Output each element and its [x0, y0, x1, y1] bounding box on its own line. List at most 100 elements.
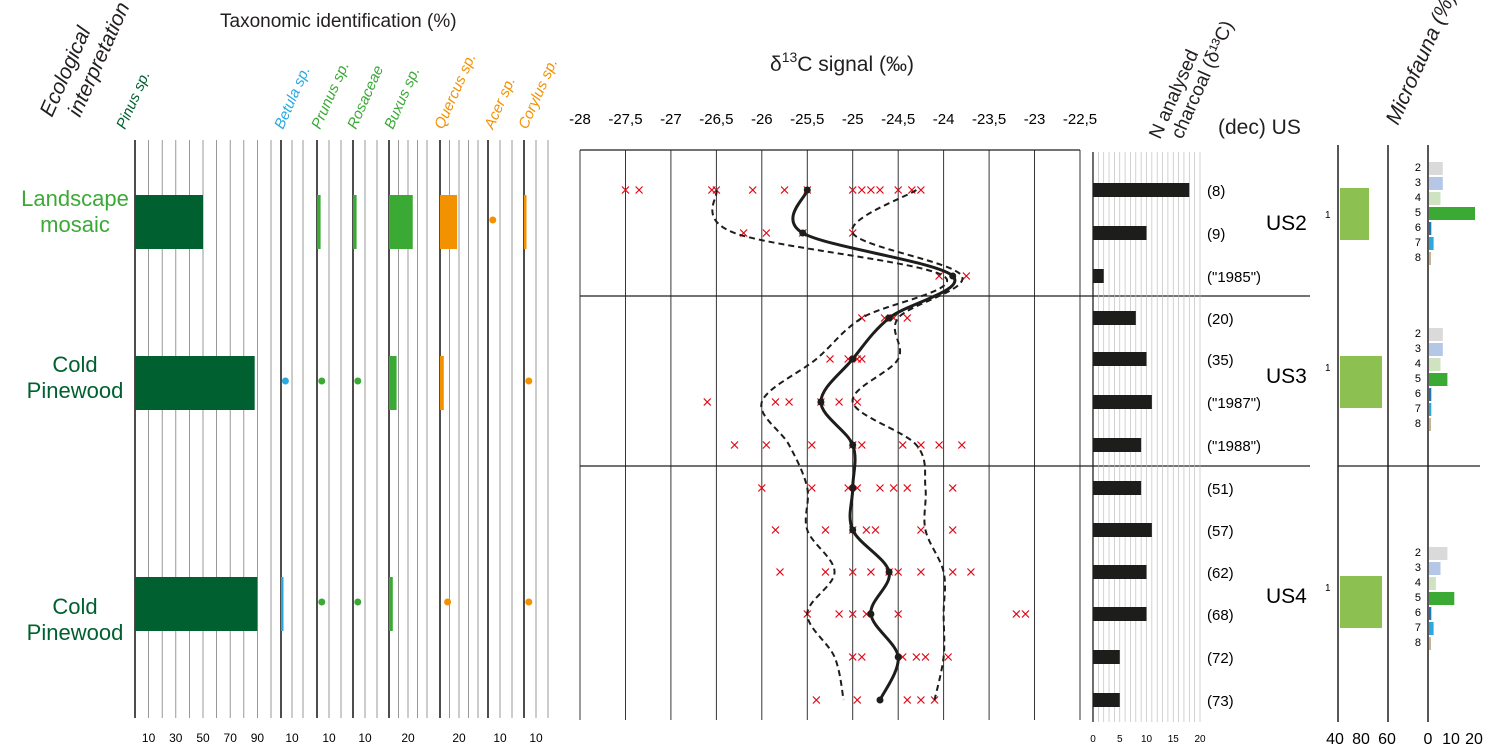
n-bar — [1093, 565, 1147, 579]
d13c-mean-point — [876, 696, 884, 704]
d13c-data-point — [916, 441, 925, 449]
d13c-header: δ13C signal (‰) — [770, 49, 914, 76]
micro-row-bar — [1429, 592, 1455, 605]
d13c-data-point — [848, 610, 857, 618]
taxa-tick-label: 90 — [251, 731, 265, 745]
micro-row-bar — [1429, 328, 1443, 341]
d13c-data-point — [762, 229, 771, 237]
d13c-chart: -28 -27,5 -27 -26,5 -26 -25,5 -25 -24,5 -24 -23,5… — [569, 111, 1310, 720]
d13c-data-point — [916, 696, 925, 704]
taxon-bar — [389, 195, 413, 249]
taxon-dot — [525, 377, 533, 385]
d13c-data-point — [703, 398, 712, 406]
d13c-tick-label: -26 — [751, 111, 773, 128]
interpretation-label-3-line1: Cold — [52, 594, 97, 619]
d13c-data-point — [821, 526, 830, 534]
n-bar — [1093, 650, 1120, 664]
micro-row-label: 2 — [1415, 162, 1421, 174]
taxa-tick-label: 20 — [401, 731, 415, 745]
us-label: US4 — [1266, 585, 1307, 608]
level-label: ("1985") — [1207, 269, 1261, 286]
d13c-data-point — [957, 441, 966, 449]
d13c-mean-point — [849, 484, 857, 492]
n-tick-label: 0 — [1090, 734, 1096, 745]
interpretation-label-3-line2: Pinewood — [27, 620, 124, 645]
interpretation-label-2-line2: Pinewood — [27, 378, 124, 403]
n-bar — [1093, 226, 1147, 240]
micro-row-label: 4 — [1415, 577, 1421, 589]
n-bar — [1093, 183, 1190, 197]
d13c-data-point — [771, 398, 780, 406]
taxon-bar — [135, 356, 255, 410]
d13c-data-point — [848, 653, 857, 661]
taxon-dot — [318, 377, 326, 385]
us-label: US3 — [1266, 365, 1307, 388]
micro-row-label: 2 — [1415, 547, 1421, 559]
level-label: (9) — [1207, 226, 1225, 243]
d13c-data-point — [862, 526, 871, 534]
d13c-mean-point — [885, 568, 893, 576]
d13c-data-point — [871, 526, 880, 534]
d13c-data-point — [894, 610, 903, 618]
d13c-data-point — [966, 568, 975, 576]
d13c-data-point — [916, 568, 925, 576]
n-tick-label: 10 — [1141, 734, 1153, 745]
micro-row-label: 5 — [1415, 592, 1421, 604]
taxon-label: Pinus sp. — [113, 68, 154, 131]
taxon-label: Rosaceae — [344, 63, 387, 132]
d13c-mean-point — [867, 610, 875, 618]
d13c-data-point — [876, 186, 884, 194]
d13c-data-point — [635, 186, 644, 194]
d13c-data-point — [853, 398, 862, 406]
taxon-dot — [489, 216, 497, 224]
micro-index-label: 1 — [1325, 583, 1331, 594]
d13c-mean-point — [849, 441, 857, 449]
d13c-data-point — [771, 526, 780, 534]
d13c-data-point — [812, 696, 821, 704]
d13c-data-point — [780, 186, 789, 194]
micro-row-bar — [1429, 577, 1436, 590]
level-label: ("1987") — [1207, 395, 1261, 412]
n-tick-label: 20 — [1194, 734, 1206, 745]
microfauna-chart: US2 1 2 3 4 5 6 7 8 US3 1 2 3 4 5 6 7 8 US4 1 2 3 4 5 6 7 8 40 80 60 0… — [1266, 145, 1483, 748]
taxon-dot — [525, 598, 533, 606]
d13c-mean-point — [817, 398, 825, 406]
d13c-data-point — [889, 484, 898, 492]
d13c-data-point — [857, 653, 866, 661]
n-bar — [1093, 352, 1147, 366]
taxa-tick-label: 50 — [196, 731, 210, 745]
taxon-dot — [318, 598, 326, 606]
d13c-mean-line — [791, 189, 957, 701]
level-label: (72) — [1207, 650, 1234, 667]
taxon-bar — [389, 577, 393, 631]
d13c-data-point — [757, 484, 766, 492]
d13c-data-point — [894, 186, 903, 194]
d13c-data-point — [944, 653, 953, 661]
n-tick-label: 15 — [1168, 734, 1180, 745]
d13c-tick-label: -27,5 — [608, 111, 642, 128]
micro-row-label: 5 — [1415, 373, 1421, 385]
n-bar — [1093, 523, 1152, 537]
taxa-tick-label: 10 — [358, 731, 372, 745]
n-bar — [1093, 481, 1142, 495]
d13c-data-point — [848, 568, 857, 576]
micro-row-bar — [1429, 637, 1431, 650]
taxon-bar — [440, 195, 458, 249]
d13c-data-point — [866, 568, 875, 576]
d13c-data-point — [876, 484, 884, 492]
taxon-dot — [354, 598, 362, 606]
d13c-data-point — [894, 568, 903, 576]
micro-row-label: 6 — [1415, 607, 1421, 619]
micro-index-label: 1 — [1325, 210, 1331, 221]
taxa-tick-label: 20 — [452, 731, 466, 745]
d13c-tick-label: -24 — [933, 111, 955, 128]
d13c-data-point — [866, 186, 875, 194]
micro-left-bar — [1340, 356, 1382, 408]
micro-row-bar — [1429, 237, 1434, 250]
d13c-data-point — [903, 314, 912, 322]
d13c-data-point — [730, 441, 739, 449]
interpretation-label-1-line2: mosaic — [40, 212, 110, 237]
n-bar — [1093, 607, 1147, 621]
taxon-bar — [281, 577, 284, 631]
d13c-data-point — [912, 653, 921, 661]
